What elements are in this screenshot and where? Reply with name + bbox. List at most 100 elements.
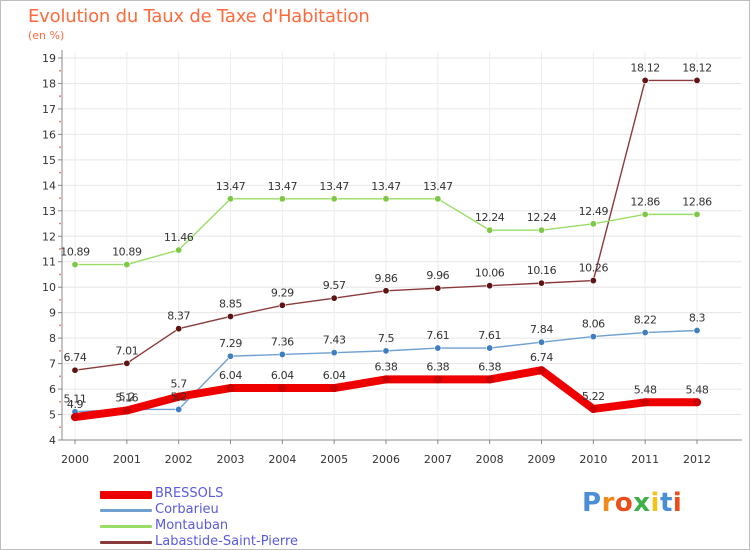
legend-swatch xyxy=(100,541,152,544)
data-label: 12.24 xyxy=(475,211,505,224)
data-point xyxy=(693,326,701,334)
data-label: 5.16 xyxy=(115,391,138,404)
data-label: 18.12 xyxy=(682,61,712,74)
data-point xyxy=(693,210,701,218)
x-tick-label: 2002 xyxy=(165,453,193,466)
data-point xyxy=(693,398,701,407)
data-label: 13.47 xyxy=(371,180,401,193)
data-point xyxy=(537,338,545,346)
data-label: 7.29 xyxy=(219,337,242,350)
data-label: 10.89 xyxy=(60,246,90,259)
x-tick-label: 2008 xyxy=(476,453,504,466)
x-tick-label: 2011 xyxy=(631,453,659,466)
data-point xyxy=(330,349,338,357)
data-label: 18.12 xyxy=(630,61,660,74)
data-label: 5.2 xyxy=(119,390,135,403)
y-tick-label: 5 xyxy=(49,409,56,422)
data-label: 7.43 xyxy=(323,334,346,347)
data-point xyxy=(174,392,183,401)
x-tick-label: 2000 xyxy=(61,453,89,466)
data-point xyxy=(330,384,339,393)
data-label: 8.22 xyxy=(634,314,657,327)
y-tick-label: 13 xyxy=(42,205,56,218)
data-point xyxy=(122,406,131,415)
data-label: 7.01 xyxy=(115,344,138,357)
data-point xyxy=(641,76,649,84)
data-point xyxy=(434,284,442,292)
y-tick-label: 10 xyxy=(42,281,56,294)
data-label: 7.61 xyxy=(426,329,449,342)
data-point xyxy=(382,375,390,384)
data-label: 13.47 xyxy=(319,180,349,193)
y-minor-dot xyxy=(59,95,61,98)
data-label: 6.38 xyxy=(426,360,449,373)
data-label: 8.06 xyxy=(582,318,605,331)
data-label: 6.74 xyxy=(530,351,553,364)
y-tick-label: 12 xyxy=(42,230,56,243)
legend-label: Labastide-Saint-Pierre xyxy=(155,534,299,549)
data-point xyxy=(486,282,494,290)
y-minor-dot xyxy=(59,197,61,199)
data-point xyxy=(123,261,131,269)
data-point xyxy=(330,195,338,203)
chart-title: Evolution du Taux de Taxe d'Habitation xyxy=(28,6,370,27)
data-label: 5.2 xyxy=(171,390,187,403)
data-label: 7.5 xyxy=(378,332,395,345)
data-point xyxy=(486,226,494,234)
data-label: 12.24 xyxy=(527,211,557,224)
y-tick-label: 18 xyxy=(42,77,56,90)
y-minor-dot xyxy=(59,248,61,250)
data-point xyxy=(175,325,183,333)
y-minor-dot xyxy=(59,146,61,149)
data-label: 6.04 xyxy=(219,369,242,382)
data-label: 5.11 xyxy=(64,393,87,406)
y-tick-label: 4 xyxy=(49,434,56,447)
data-label: 13.47 xyxy=(216,180,246,193)
x-tick-label: 2006 xyxy=(372,453,400,466)
y-tick-label: 7 xyxy=(49,358,56,371)
data-label: 10.16 xyxy=(527,264,557,277)
data-point xyxy=(434,344,442,352)
legend-label: BRESSOLS xyxy=(155,486,224,501)
data-point xyxy=(485,375,494,384)
logo-letter: r xyxy=(601,488,615,518)
x-tick-label: 2007 xyxy=(424,453,452,466)
data-label: 5.48 xyxy=(686,383,709,396)
data-label: 8.3 xyxy=(689,311,706,324)
logo-letter: i xyxy=(650,488,660,518)
data-label: 7.36 xyxy=(271,335,294,348)
data-point xyxy=(641,398,650,407)
y-tick-label: 17 xyxy=(42,103,56,116)
data-point xyxy=(589,220,597,228)
y-minor-dot xyxy=(59,120,61,123)
data-label: 12.86 xyxy=(682,195,712,208)
data-point xyxy=(641,210,649,218)
data-label: 10.89 xyxy=(112,246,142,259)
x-tick-label: 2010 xyxy=(579,453,607,466)
logo-letter: o xyxy=(614,488,634,518)
y-tick-label: 11 xyxy=(42,256,56,269)
data-point xyxy=(175,405,183,413)
y-tick-label: 16 xyxy=(42,128,56,141)
data-label: 5.22 xyxy=(582,390,605,403)
data-point xyxy=(278,301,286,309)
data-point xyxy=(227,195,235,203)
y-minor-dot xyxy=(59,171,61,174)
data-point xyxy=(226,384,235,393)
data-point xyxy=(278,384,287,393)
data-label: 12.86 xyxy=(630,195,660,208)
data-label: 7.84 xyxy=(530,323,553,336)
data-point xyxy=(693,76,701,84)
data-label: 6.74 xyxy=(64,351,87,364)
y-minor-dot xyxy=(59,69,61,72)
y-minor-dot xyxy=(59,299,61,301)
data-label: 5.7 xyxy=(171,378,188,391)
logo-letter: i xyxy=(672,488,683,518)
logo-letter: t xyxy=(659,488,673,518)
legend-swatch xyxy=(100,509,152,512)
data-label: 8.37 xyxy=(167,310,190,323)
y-minor-dot xyxy=(59,426,61,429)
data-point xyxy=(434,195,442,203)
data-label: 6.04 xyxy=(271,369,294,382)
